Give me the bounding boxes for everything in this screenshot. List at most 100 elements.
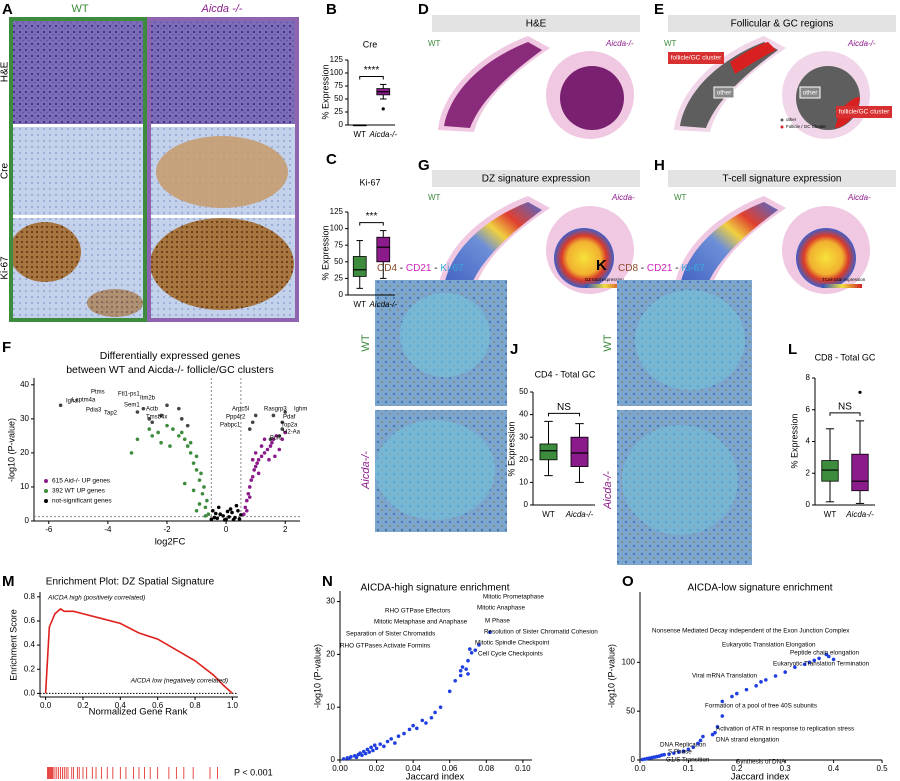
spatial-d: H&E WT Aicda-/-: [428, 15, 640, 139]
point: [691, 745, 696, 750]
box: [821, 460, 839, 482]
stain: CD21: [406, 263, 432, 274]
annotated-point: [277, 434, 282, 438]
point: [222, 518, 227, 522]
y-tick-label: 50: [626, 706, 635, 715]
annotation: Bcl6: [270, 436, 282, 442]
category-label: Aicda-/-: [368, 300, 397, 309]
x-tick-label: -6: [45, 525, 53, 534]
y-axis-label: Enrichment Score: [8, 609, 18, 681]
point: [182, 481, 187, 486]
point: [420, 718, 425, 723]
point: [365, 747, 370, 752]
y-tick-label: 10: [326, 702, 335, 711]
x-tick-label: 0.3: [780, 764, 792, 773]
legend-label: 615 Aid-/- UP genes: [52, 478, 111, 485]
legend-key: [780, 125, 784, 129]
panel-title: Follicular & GC regions: [731, 19, 834, 30]
y-tick-label: 40: [519, 410, 528, 419]
point: [280, 437, 285, 442]
significance-bracket: [548, 412, 580, 417]
point: [433, 710, 437, 715]
point: [188, 451, 193, 455]
annotated-point: [710, 732, 715, 737]
point: [273, 454, 277, 459]
annotation: S Phase: [668, 749, 692, 756]
category-label: Aicda-/-: [845, 510, 874, 519]
annotation: Eukaryotic Translation Elongation: [722, 642, 816, 649]
point: [271, 437, 276, 442]
image: [12, 20, 144, 124]
point: [216, 505, 221, 510]
x-axis-label: log2FC: [155, 537, 186, 548]
point: [255, 461, 259, 465]
point: [793, 665, 797, 670]
legend-key: [780, 118, 784, 122]
annotation: Nonsense Mediated Decay independent of t…: [652, 628, 850, 635]
point: [147, 427, 152, 431]
point: [156, 430, 160, 435]
point: [194, 454, 199, 459]
point: [283, 430, 288, 435]
chart-title: AICDA-low signature enrichment: [687, 583, 832, 594]
title-bar: [432, 15, 640, 32]
image: [622, 425, 738, 535]
legend-label: not-significant genes: [52, 498, 112, 505]
group-label: Aicda-: [847, 193, 871, 202]
x-tick-label: 0.00: [332, 764, 348, 773]
annotation: Pdia3: [86, 408, 102, 414]
image: [87, 289, 143, 317]
point: [171, 427, 175, 431]
category-label: WT: [824, 510, 837, 519]
y-tick-label: 125: [330, 55, 344, 64]
category-label: Aicda-/-: [565, 510, 594, 519]
tissue: [444, 42, 542, 128]
separator: -: [641, 263, 644, 274]
stain-title: CD4 - CD21 - Ki-67: [377, 263, 464, 274]
point: [250, 474, 255, 479]
group-label: WT: [428, 193, 441, 202]
annotation: Synthesis of DNA: [736, 759, 786, 766]
panel-letter: D: [418, 1, 429, 18]
x-tick-label: 0.08: [478, 764, 494, 773]
annotated-point: [460, 665, 465, 669]
y-tick-label: 0: [331, 755, 336, 764]
point: [429, 715, 434, 720]
annotated-point: [150, 420, 155, 425]
point: [812, 658, 817, 663]
point: [150, 434, 155, 438]
y-tick-label: 30: [519, 432, 528, 441]
annotated-point: [698, 738, 703, 743]
column-label: Aicda -/-: [201, 3, 243, 15]
point: [270, 440, 274, 445]
annotated-point: [473, 648, 478, 652]
y-tick-label: 6: [806, 405, 811, 414]
outlier: [381, 107, 385, 111]
stain: Ki-67: [681, 263, 705, 274]
point: [415, 726, 419, 731]
image: [151, 20, 295, 124]
y-tick-label: 0: [339, 290, 344, 299]
annotated-point: [247, 427, 252, 431]
y-tick-label: 0.6: [24, 616, 36, 625]
annotated-point: [696, 741, 700, 746]
x-tick-label: 0.0: [634, 764, 646, 773]
column-label: WT: [71, 3, 88, 15]
x-tick-label: 2: [283, 525, 288, 534]
y-tick-label: 50: [334, 94, 343, 103]
y-tick-label: 40: [20, 380, 29, 389]
point: [231, 517, 236, 522]
title-bar: [668, 170, 896, 187]
category-label: Aicda-/-: [368, 130, 397, 139]
y-tick-label: 10: [519, 478, 528, 487]
image: [12, 127, 144, 215]
point: [389, 737, 394, 741]
point: [197, 478, 202, 482]
point: [681, 749, 686, 754]
x-tick-label: 0.1: [683, 764, 695, 773]
panel-letter: N: [322, 573, 333, 590]
label-box: [668, 52, 724, 64]
y-tick-label: 25: [334, 107, 343, 116]
point: [191, 461, 196, 465]
point: [458, 673, 463, 678]
